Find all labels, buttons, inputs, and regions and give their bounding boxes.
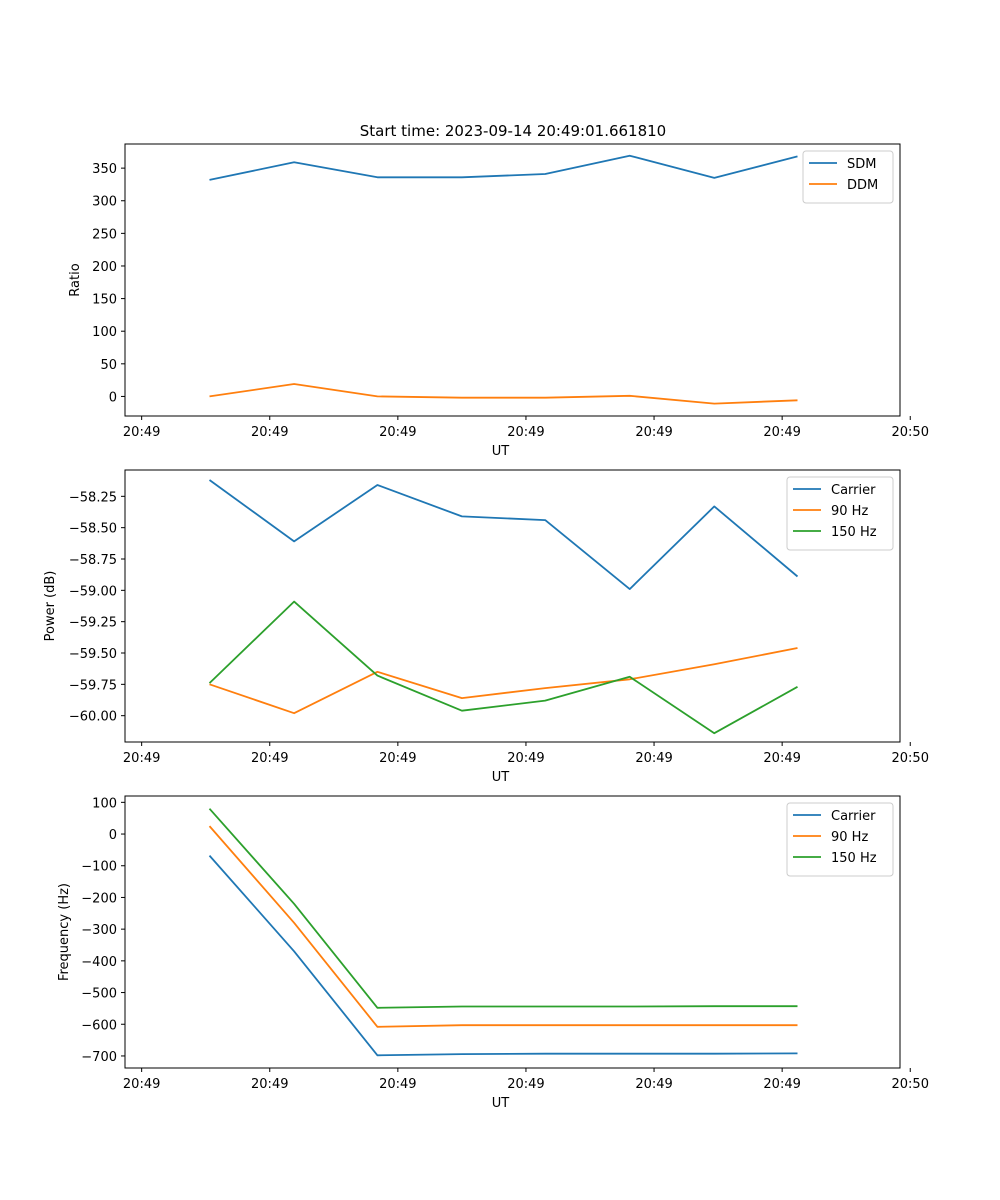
legend-label: DDM	[847, 178, 878, 193]
legend: SDM DDM	[802, 150, 894, 204]
y-tick-label: 250	[92, 227, 117, 242]
subplots: 20:49 20:49 20:49 20:49 20:49 20:49 20:50 0 50 10…	[43, 143, 929, 1111]
y-tick-label: 50	[100, 358, 117, 373]
axes-frame	[124, 469, 901, 743]
y-tick-label: −59.50	[69, 647, 117, 662]
x-tick-label: 20:50	[892, 1077, 929, 1092]
x-axis-label: UT	[492, 770, 510, 785]
y-tick-label: 200	[92, 260, 117, 275]
x-tick-label: 20:49	[763, 425, 800, 440]
y-tick-label: −58.25	[69, 490, 117, 505]
series-line-90-hz	[209, 647, 798, 715]
y-axis-label: Power (dB)	[43, 571, 58, 642]
legend-box	[802, 150, 894, 204]
y-axis-label: Frequency (Hz)	[57, 883, 72, 981]
series-line-90-hz	[208, 825, 798, 1028]
y-tick-label: −700	[81, 1050, 117, 1065]
legend-label: 90 Hz	[831, 830, 868, 845]
x-tick-label: 20:49	[763, 751, 800, 766]
series-line-carrier	[208, 479, 799, 590]
x-tick-label: 20:49	[507, 425, 544, 440]
x-axis-label: UT	[492, 1096, 510, 1111]
legend-label: SDM	[847, 157, 876, 172]
y-tick-label: 0	[109, 390, 117, 405]
x-tick-label: 20:49	[635, 751, 672, 766]
subplot-1: 20:49 20:49 20:49 20:49 20:49 20:49 20:50 0 50 10…	[68, 143, 929, 459]
legend-label: 150 Hz	[831, 525, 877, 540]
y-tick-label: −60.00	[69, 710, 117, 725]
x-tick-label: 20:49	[763, 1077, 800, 1092]
y-tick-label: 150	[92, 293, 117, 308]
x-tick-label: 20:49	[507, 1077, 544, 1092]
axes-frame	[124, 143, 901, 417]
x-tick-label: 20:49	[123, 425, 160, 440]
series-line-150-hz	[208, 808, 798, 1009]
subplot-3: 20:49 20:49 20:49 20:49 20:49 20:49 20:50 100 0 −…	[57, 795, 929, 1111]
y-tick-label: −58.50	[69, 522, 117, 537]
y-tick-label: −300	[81, 923, 117, 938]
x-tick-label: 20:49	[507, 751, 544, 766]
series-line-150-hz	[208, 600, 798, 735]
x-tick-label: 20:49	[635, 425, 672, 440]
y-axis-label: Ratio	[68, 263, 83, 296]
y-tick-label: −200	[81, 891, 117, 906]
y-tick-label: −59.75	[69, 678, 117, 693]
x-tick-label: 20:49	[251, 1077, 288, 1092]
y-tick-label: −59.00	[69, 584, 117, 599]
series-line-ddm	[209, 383, 798, 405]
legend-label: Carrier	[831, 483, 876, 498]
y-tick-label: 350	[92, 162, 117, 177]
y-tick-label: −400	[81, 955, 117, 970]
x-tick-label: 20:49	[251, 751, 288, 766]
y-tick-label: 100	[92, 325, 117, 340]
series-line-carrier	[208, 855, 798, 1057]
legend: Carrier 90 Hz 150 Hz	[786, 476, 894, 551]
figure-title: Start time: 2023-09-14 20:49:01.661810	[360, 122, 666, 140]
x-tick-label: 20:49	[379, 425, 416, 440]
y-tick-label: −100	[81, 860, 117, 875]
x-tick-label: 20:49	[123, 1077, 160, 1092]
legend-label: Carrier	[831, 809, 876, 824]
legend-label: 90 Hz	[831, 504, 868, 519]
axes-frame	[124, 795, 901, 1069]
x-tick-label: 20:49	[123, 751, 160, 766]
subplot-2: 20:49 20:49 20:49 20:49 20:49 20:49 20:50 −58.2…	[43, 469, 929, 785]
legend: Carrier 90 Hz 150 Hz	[786, 802, 894, 877]
legend-label: 150 Hz	[831, 851, 877, 866]
x-tick-label: 20:50	[892, 425, 929, 440]
x-tick-label: 20:50	[892, 751, 929, 766]
y-tick-label: 0	[109, 828, 117, 843]
x-tick-label: 20:49	[635, 1077, 672, 1092]
x-tick-label: 20:49	[251, 425, 288, 440]
y-tick-label: −600	[81, 1018, 117, 1033]
series-line-sdm	[209, 154, 798, 181]
y-tick-label: −59.25	[69, 616, 117, 631]
y-tick-label: 100	[92, 796, 117, 811]
y-tick-label: −58.75	[69, 553, 117, 568]
y-tick-label: −500	[81, 987, 117, 1002]
x-tick-label: 20:49	[379, 1077, 416, 1092]
x-axis-label: UT	[492, 444, 510, 459]
y-tick-label: 300	[92, 195, 117, 210]
x-tick-label: 20:49	[379, 751, 416, 766]
